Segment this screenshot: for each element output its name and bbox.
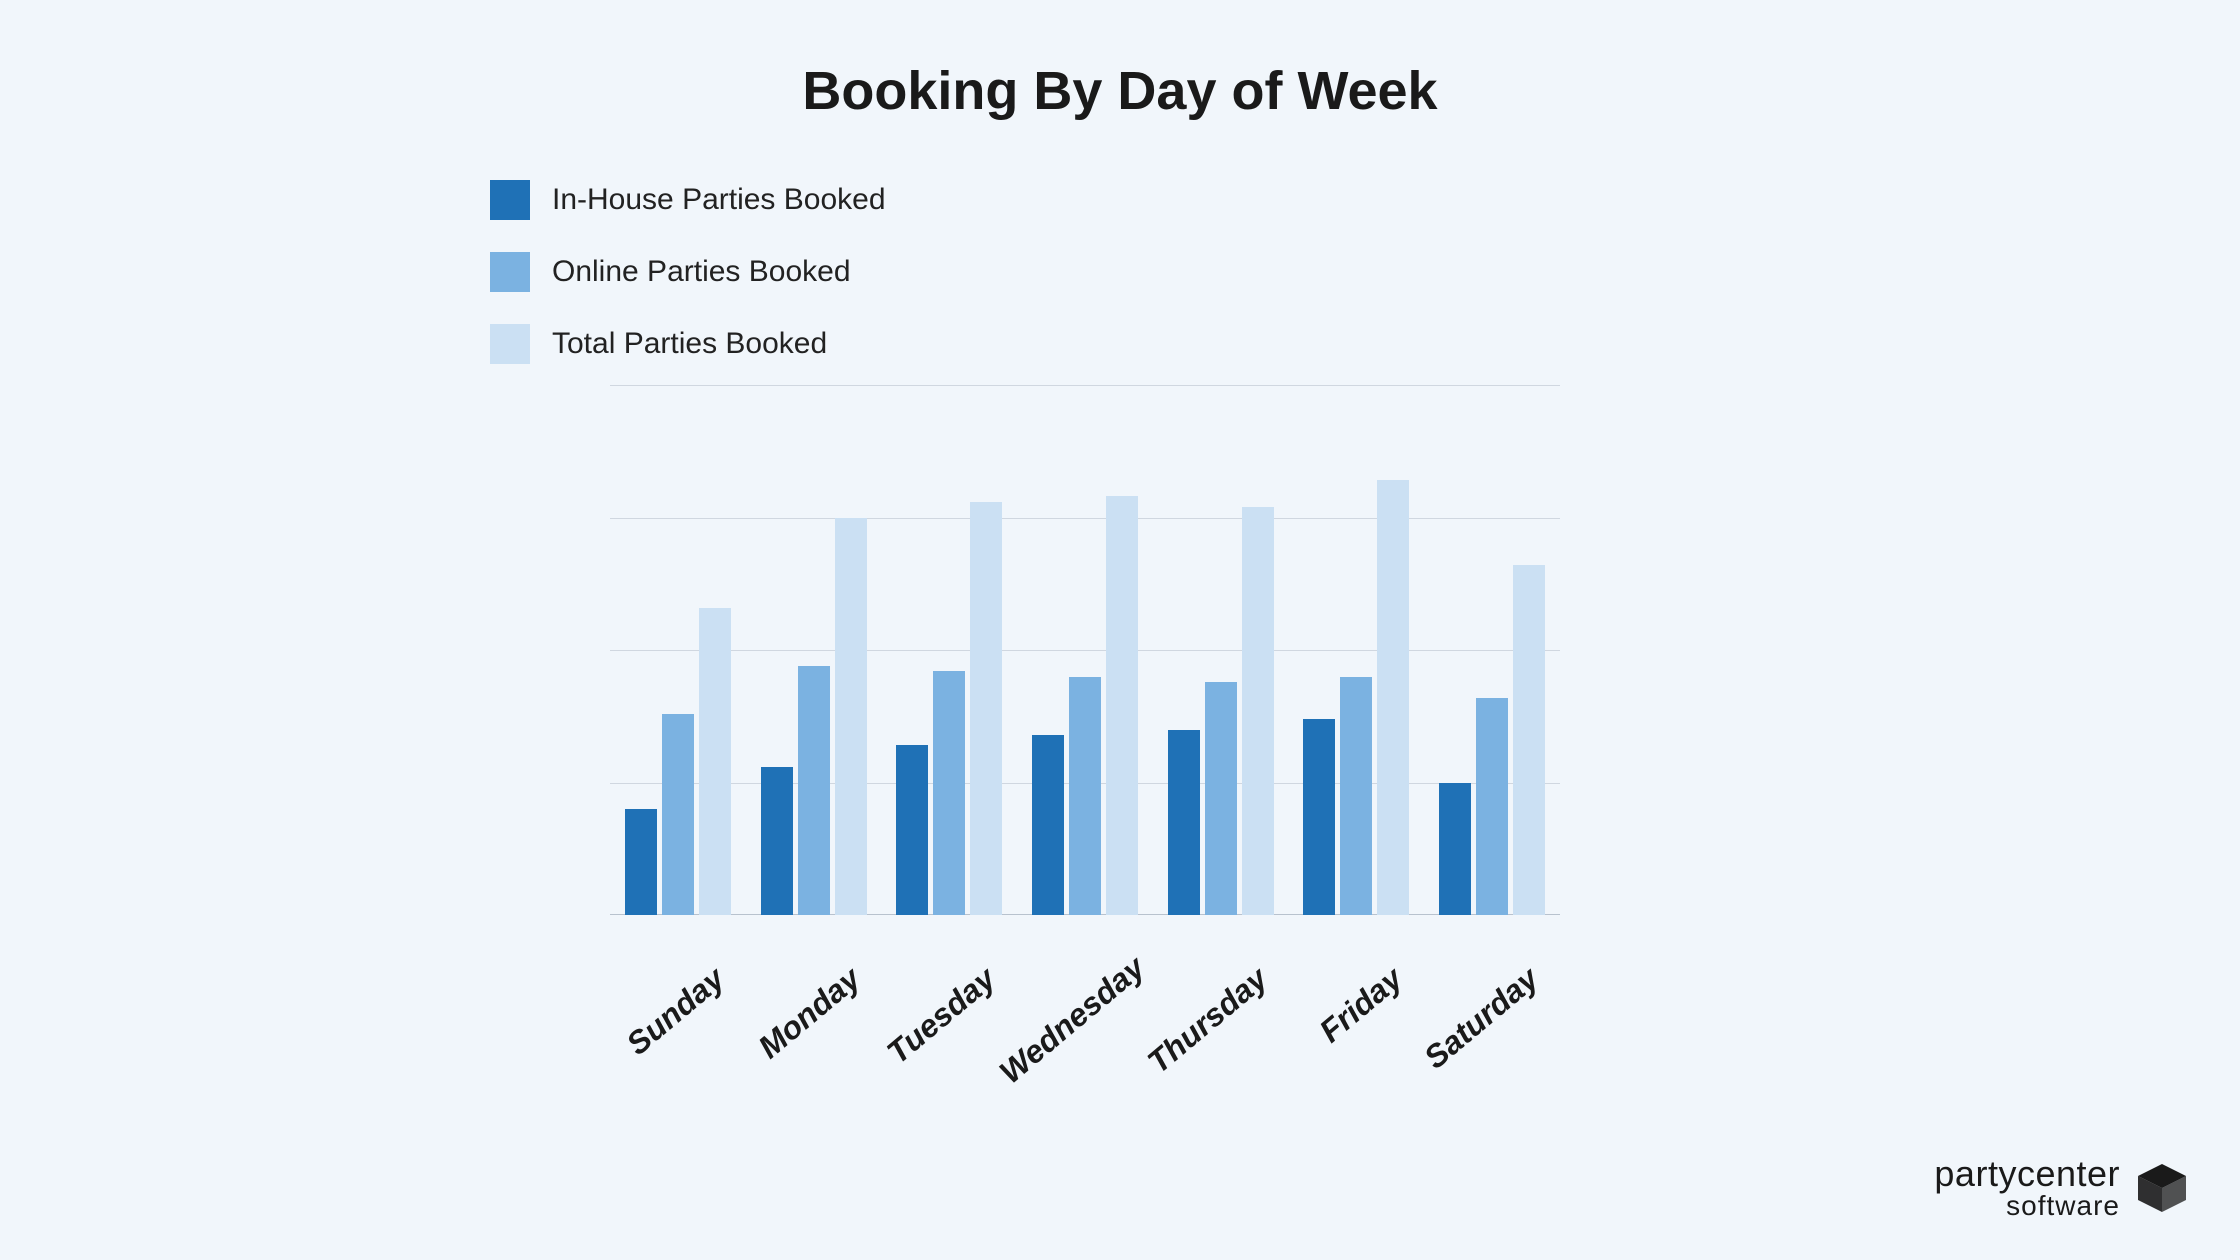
brand-name-line2: software (1934, 1192, 2120, 1220)
legend-item: Total Parties Booked (490, 324, 886, 364)
page: Booking By Day of Week In-House Parties … (0, 0, 2240, 1260)
brand-logo-text: partycenter software (1934, 1156, 2120, 1220)
bar (1377, 480, 1409, 915)
bar (1303, 719, 1335, 915)
bar (1168, 730, 1200, 916)
legend: In-House Parties Booked Online Parties B… (490, 180, 886, 364)
x-axis-label: Thursday (1128, 960, 1274, 1091)
bar (1513, 565, 1545, 915)
legend-label: Total Parties Booked (552, 327, 827, 361)
chart-title: Booking By Day of Week (0, 60, 2240, 122)
bar (1439, 783, 1471, 916)
bar (933, 671, 965, 915)
bar (1205, 682, 1237, 915)
bar (1069, 677, 1101, 916)
brand-name-line1: partycenter (1934, 1156, 2120, 1192)
legend-swatch-icon (490, 180, 530, 220)
legend-label: In-House Parties Booked (552, 183, 886, 217)
legend-item: Online Parties Booked (490, 252, 886, 292)
bar (970, 502, 1002, 915)
legend-label: Online Parties Booked (552, 255, 851, 289)
legend-item: In-House Parties Booked (490, 180, 886, 220)
bar (835, 518, 867, 916)
bar (1106, 496, 1138, 915)
bar (625, 809, 657, 915)
bar (1476, 698, 1508, 915)
legend-swatch-icon (490, 324, 530, 364)
legend-swatch-icon (490, 252, 530, 292)
bar (1242, 507, 1274, 915)
bar (1032, 735, 1064, 915)
bar (798, 666, 830, 915)
cube-icon (2134, 1160, 2190, 1216)
x-axis-label: Monday (721, 960, 867, 1091)
bar (896, 745, 928, 915)
bar (761, 767, 793, 915)
gridline (610, 385, 1560, 386)
x-axis-label: Friday (1264, 960, 1410, 1091)
x-axis-label: Wednesday (992, 960, 1138, 1091)
x-axis-label: Sunday (585, 960, 731, 1091)
gridline (610, 518, 1560, 519)
brand-logo: partycenter software (1934, 1156, 2190, 1220)
x-axis-label: Tuesday (857, 960, 1003, 1091)
bar (1340, 677, 1372, 916)
chart-plot-area (610, 385, 1560, 915)
bar (699, 608, 731, 915)
x-axis-labels: SundayMondayTuesdayWednesdayThursdayFrid… (610, 930, 1560, 1130)
bar (662, 714, 694, 915)
x-axis-label: Saturday (1399, 960, 1545, 1091)
gridline (610, 650, 1560, 651)
